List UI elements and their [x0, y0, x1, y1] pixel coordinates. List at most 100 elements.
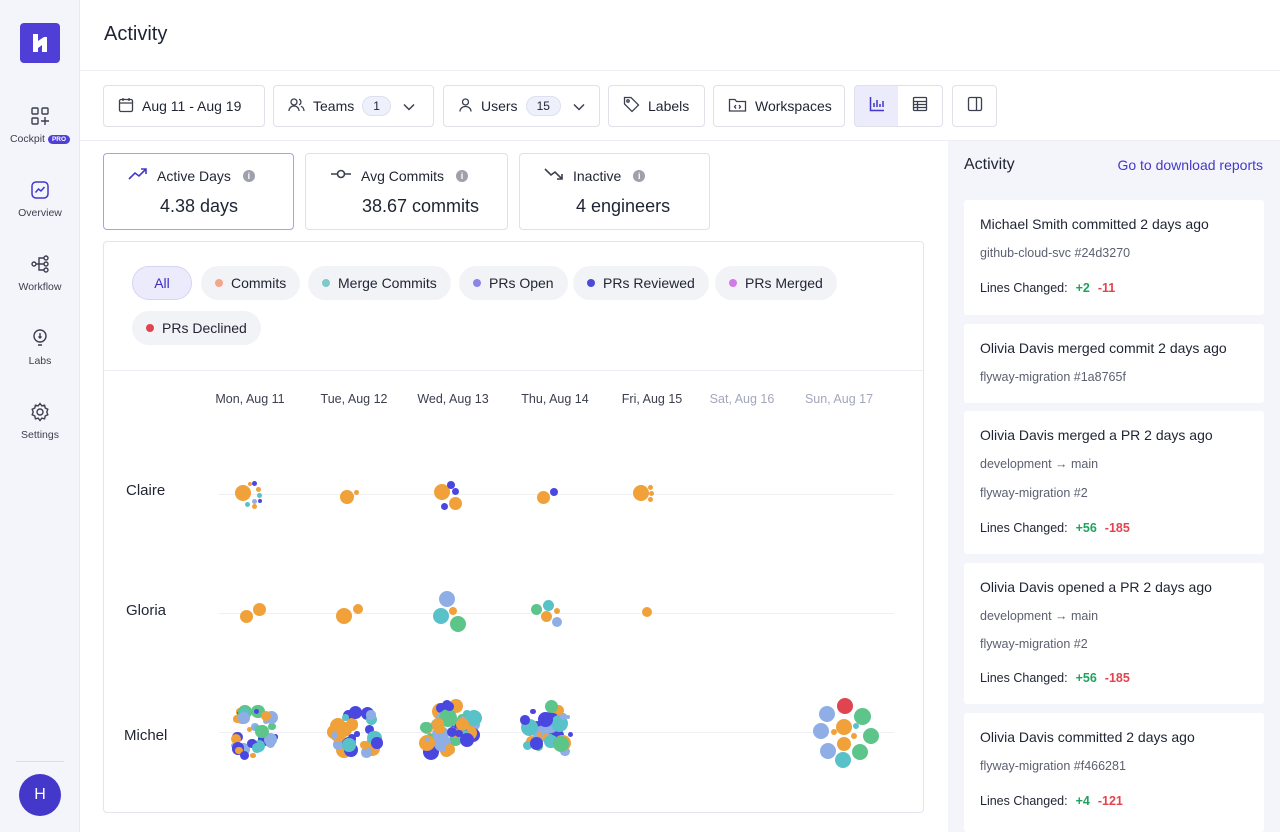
activity-bubble[interactable] [863, 728, 879, 744]
stat-card-avg-commits[interactable]: Avg Commits i 38.67 commits [305, 153, 508, 230]
sidebar-item-settings[interactable]: Settings [0, 401, 80, 441]
activity-bubble[interactable] [268, 722, 276, 731]
download-reports-link[interactable]: Go to download reports [1117, 157, 1263, 173]
workspaces-filter-button[interactable]: Workspaces [713, 85, 845, 127]
activity-bubble[interactable] [542, 599, 554, 611]
activity-bubble[interactable] [419, 734, 436, 751]
activity-bubble[interactable] [449, 607, 457, 615]
filter-merge-commits[interactable]: Merge Commits [308, 266, 451, 300]
activity-bubble[interactable] [251, 498, 257, 504]
activity-bubble[interactable] [235, 485, 251, 501]
activity-bubble[interactable] [536, 490, 550, 504]
activity-card[interactable]: Olivia Davis committed 2 days ago flyway… [964, 713, 1264, 832]
activity-bubble[interactable] [244, 501, 250, 507]
sidebar-item-cockpit[interactable]: Cockpit PRO [0, 105, 80, 145]
date-range-button[interactable]: Aug 11 - Aug 19 [103, 85, 265, 127]
activity-bubble[interactable] [353, 604, 363, 614]
activity-bubble[interactable] [261, 710, 272, 721]
activity-bubble[interactable] [851, 733, 857, 739]
activity-bubble[interactable] [520, 715, 530, 725]
activity-bubble[interactable] [837, 698, 853, 714]
filter-prs-open[interactable]: PRs Open [459, 266, 568, 300]
activity-card[interactable]: Olivia Davis opened a PR 2 days ago deve… [964, 563, 1264, 704]
activity-bubble[interactable] [820, 743, 836, 759]
stat-card-active-days[interactable]: Active Days i 4.38 days [103, 153, 294, 230]
filter-commits[interactable]: Commits [201, 266, 301, 300]
activity-bubble[interactable] [250, 752, 256, 759]
activity-bubble[interactable] [360, 740, 369, 749]
activity-bubble[interactable] [837, 737, 851, 751]
activity-card[interactable]: Olivia Davis merged commit 2 days ago fl… [964, 324, 1264, 403]
activity-bubble[interactable] [853, 723, 859, 729]
activity-bubble[interactable] [247, 727, 253, 733]
activity-bubble[interactable] [349, 705, 363, 719]
filter-prs-reviewed[interactable]: PRs Reviewed [573, 266, 709, 300]
activity-bubble[interactable] [265, 739, 275, 749]
activity-bubble[interactable] [550, 488, 558, 496]
table-view-button[interactable] [898, 85, 943, 127]
activity-bubble[interactable] [813, 723, 829, 739]
activity-bubble[interactable] [434, 484, 450, 500]
activity-bubble[interactable] [530, 603, 542, 615]
activity-bubble[interactable] [252, 742, 262, 753]
panel-toggle-button[interactable] [952, 85, 997, 127]
activity-bubble[interactable] [553, 735, 570, 752]
info-icon[interactable]: i [455, 169, 468, 182]
user-avatar[interactable]: H [19, 774, 61, 816]
activity-bubble[interactable] [552, 617, 562, 627]
activity-bubble[interactable] [434, 723, 445, 735]
activity-bubble[interactable] [456, 717, 469, 731]
info-icon[interactable]: i [242, 169, 255, 182]
activity-bubble[interactable] [248, 482, 252, 486]
activity-bubble[interactable] [239, 751, 250, 761]
activity-bubble[interactable] [444, 743, 456, 755]
activity-bubble[interactable] [436, 703, 447, 713]
activity-bubble[interactable] [255, 486, 261, 492]
activity-bubble[interactable] [238, 711, 250, 724]
activity-bubble[interactable] [441, 699, 452, 710]
activity-bubble[interactable] [530, 737, 543, 750]
activity-bubble[interactable] [560, 746, 570, 756]
filter-all[interactable]: All [132, 266, 192, 300]
activity-bubble[interactable] [361, 747, 372, 758]
activity-bubble[interactable] [365, 714, 377, 726]
activity-card[interactable]: Olivia Davis merged a PR 2 days ago deve… [964, 411, 1264, 554]
activity-bubble[interactable] [560, 713, 568, 721]
labels-filter-button[interactable]: Labels [608, 85, 705, 127]
activity-bubble[interactable] [647, 484, 653, 490]
sidebar-item-workflow[interactable]: Workflow [0, 253, 80, 293]
activity-bubble[interactable] [354, 731, 360, 737]
activity-bubble[interactable] [332, 739, 344, 751]
activity-bubble[interactable] [552, 704, 564, 717]
activity-bubble[interactable] [448, 496, 462, 510]
activity-bubble[interactable] [336, 608, 352, 624]
activity-bubble[interactable] [819, 706, 835, 722]
activity-bubble[interactable] [263, 717, 270, 724]
activity-bubble[interactable] [538, 711, 554, 727]
activity-bubble[interactable] [642, 607, 652, 617]
activity-bubble[interactable] [853, 707, 871, 725]
activity-bubble[interactable] [450, 616, 466, 632]
activity-bubble[interactable] [529, 708, 536, 715]
sidebar-item-labs[interactable]: Labs [0, 327, 80, 367]
activity-bubble[interactable] [366, 710, 376, 720]
activity-bubble[interactable] [235, 746, 244, 755]
activity-bubble[interactable] [353, 489, 359, 495]
activity-bubble[interactable] [433, 608, 449, 624]
activity-bubble[interactable] [835, 752, 851, 768]
activity-bubble[interactable] [554, 608, 560, 614]
filter-prs-declined[interactable]: PRs Declined [132, 311, 261, 345]
activity-bubble[interactable] [254, 709, 260, 714]
app-logo[interactable] [20, 23, 60, 63]
activity-bubble[interactable] [256, 492, 262, 498]
activity-bubble[interactable] [440, 502, 448, 510]
activity-bubble[interactable] [647, 496, 653, 502]
activity-bubble[interactable] [852, 744, 868, 760]
activity-bubble[interactable] [424, 736, 431, 743]
teams-filter-button[interactable]: Teams 1 [273, 85, 434, 127]
activity-bubble[interactable] [447, 726, 458, 737]
activity-bubble[interactable] [420, 721, 432, 734]
activity-bubble[interactable] [536, 731, 543, 738]
activity-bubble[interactable] [447, 481, 455, 489]
chart-view-button[interactable] [854, 85, 899, 127]
